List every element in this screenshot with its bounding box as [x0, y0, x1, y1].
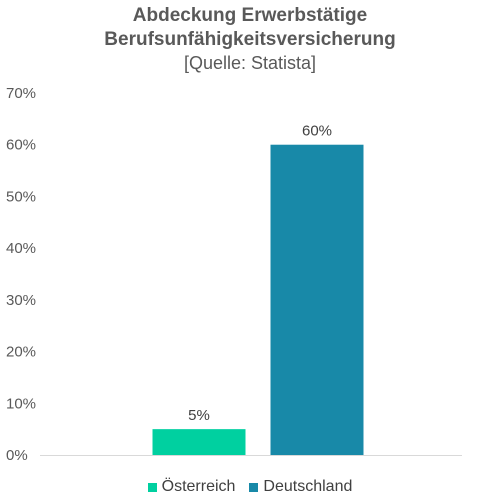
legend-label-deutschland: Deutschland	[263, 478, 353, 495]
y-tick-label: 50%	[6, 188, 36, 205]
bar-deutschland	[270, 144, 364, 455]
chart-title-line-2: Berufsunfähigkeitsversicherung	[104, 29, 396, 50]
y-tick-label: 70%	[6, 85, 36, 102]
data-label-oesterreich: 5%	[188, 407, 210, 424]
legend-item-oesterreich: Österreich	[147, 478, 236, 496]
chart-subtitle: [Quelle: Statista]	[183, 53, 317, 73]
y-tick-label: 40%	[6, 240, 36, 257]
legend: Österreich Deutschland	[0, 478, 500, 496]
y-tick-label: 0%	[6, 447, 28, 464]
bar-oesterreich	[152, 429, 246, 455]
y-tick-label: 30%	[6, 292, 36, 309]
chart-title: Abdeckung Erwerbstätige Berufsunfähigkei…	[0, 4, 500, 52]
legend-swatch-oesterreich	[147, 482, 157, 492]
y-tick-label: 10%	[6, 395, 36, 412]
legend-label-oesterreich: Österreich	[161, 478, 236, 495]
chart-title-line-1: Abdeckung Erwerbstätige	[132, 5, 368, 26]
y-tick-label: 60%	[6, 137, 36, 154]
y-tick-label: 20%	[6, 344, 36, 361]
legend-item-deutschland: Deutschland	[249, 478, 352, 496]
legend-swatch-deutschland	[249, 482, 259, 492]
data-label-deutschland: 60%	[302, 123, 332, 140]
